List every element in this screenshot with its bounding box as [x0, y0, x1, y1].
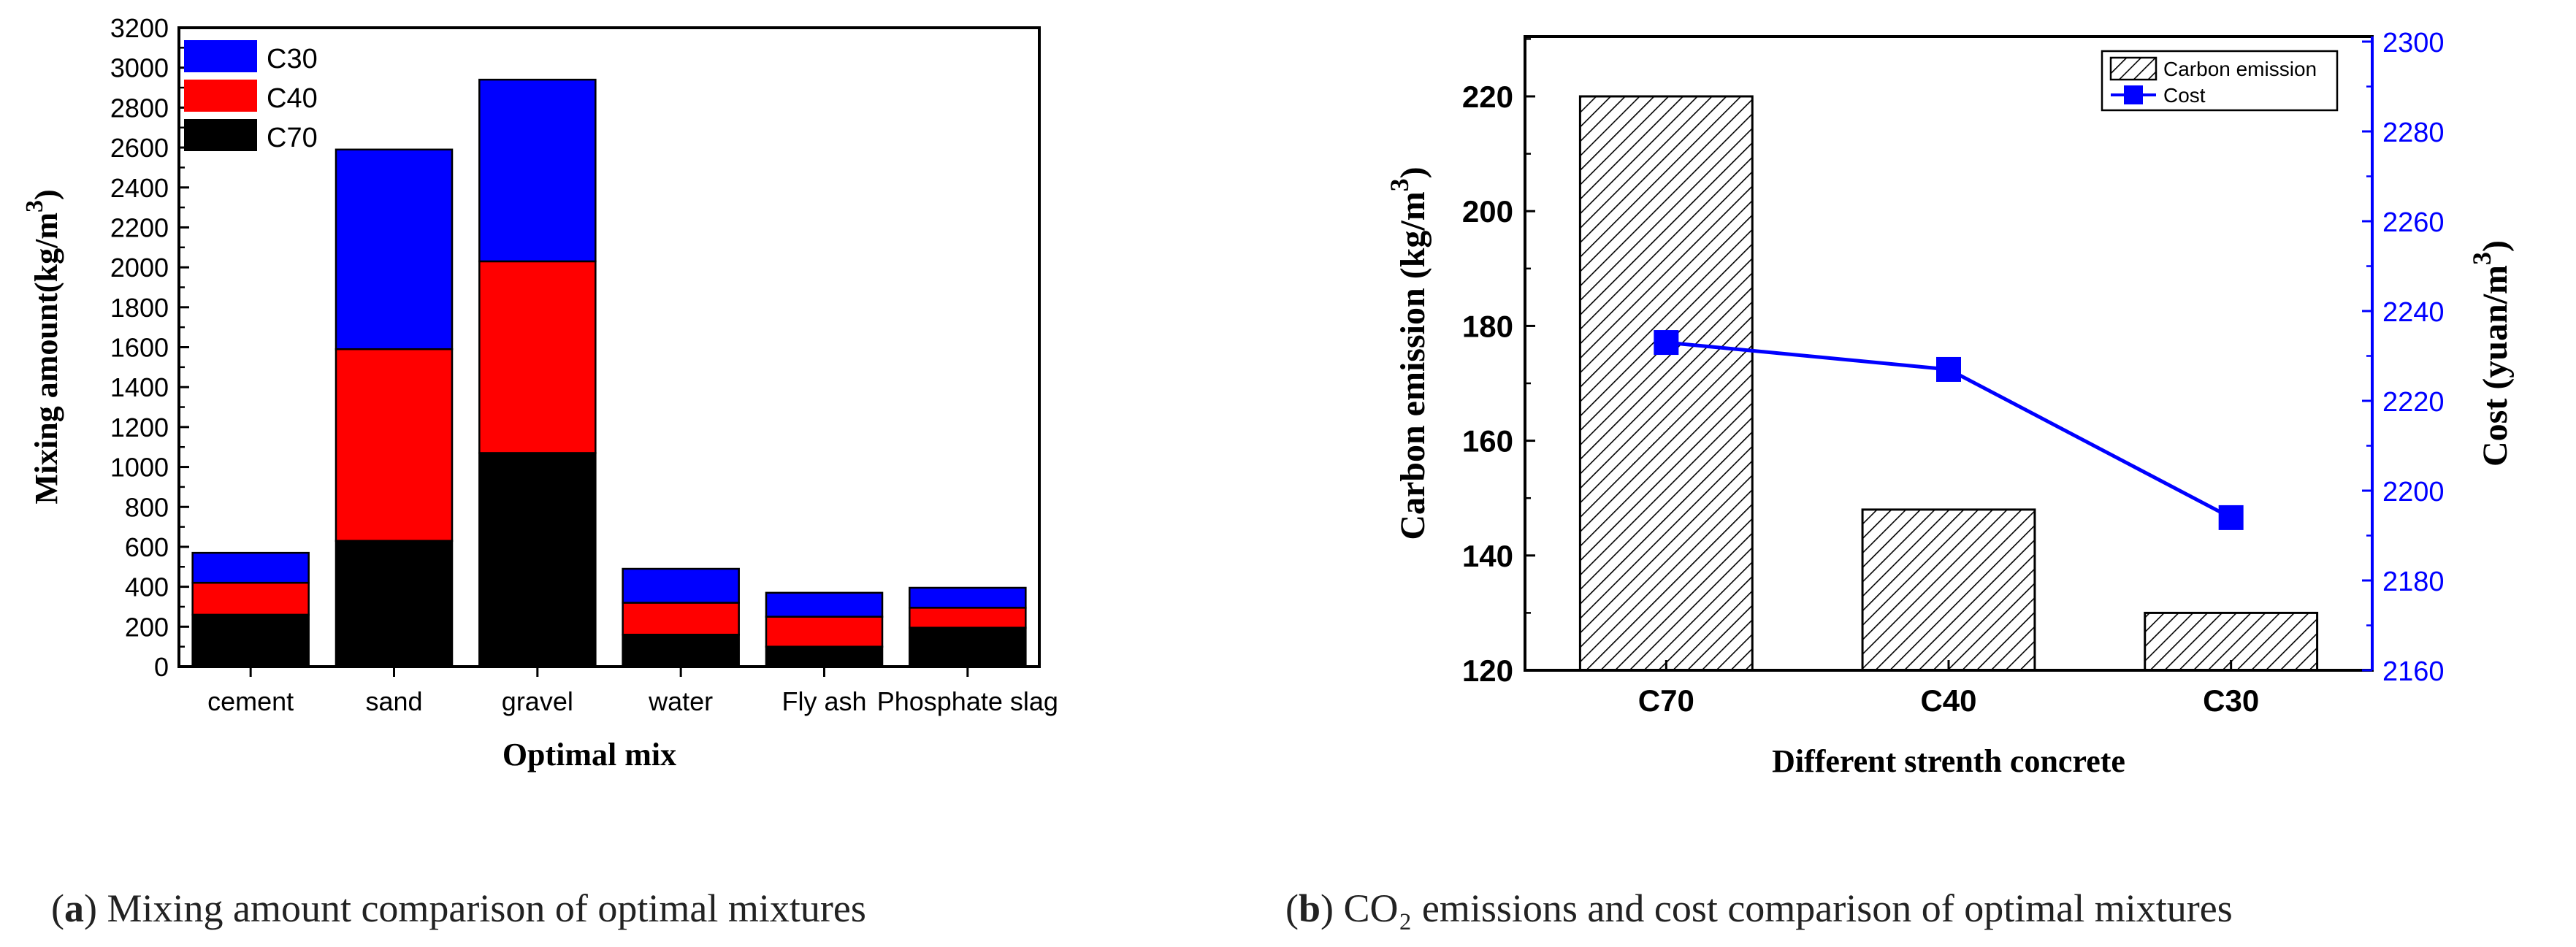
x-label-sand: sand	[365, 686, 422, 716]
chart-b-left-tick-label: 200	[1462, 194, 1513, 229]
chart-b-x-axis: C70 C40 C30	[1638, 660, 2259, 718]
cost-marker-c70	[1654, 330, 1679, 356]
bar-sand-c40	[335, 348, 454, 542]
chart-a-y-tick-label: 3200	[110, 13, 169, 43]
chart-b-left-tick-label: 220	[1462, 80, 1513, 114]
bar-water-c30	[622, 567, 740, 604]
legend-swatch-carbon-emission	[2109, 56, 2158, 81]
bar-phosphate-slag-c40	[909, 607, 1027, 629]
chart-b-left-axis: 120 140 160 180 200 220	[1462, 38, 1535, 688]
x-label-c70: C70	[1638, 683, 1694, 718]
chart-a-y-tick-label: 400	[125, 572, 169, 602]
legend-swatch-c70	[184, 119, 257, 151]
legend-swatch-c30	[184, 40, 257, 72]
chart-a-y-tick-label: 600	[125, 532, 169, 562]
chart-b-left-axis-title: Carbon emission (kg/m3)	[1385, 166, 1432, 540]
legend-label-carbon-emission: Carbon emission	[2163, 58, 2317, 80]
chart-a-y-axis-title: Mixing amount(kg/m3)	[21, 189, 64, 504]
chart-a-y-tick-label: 2600	[110, 133, 169, 163]
x-label-c40: C40	[1920, 683, 1976, 718]
caption-a: (a) Mixing amount comparison of optimal …	[51, 886, 866, 930]
bar-sand-c70	[335, 540, 454, 668]
emission-bar-c40	[1861, 508, 2036, 672]
chart-b-legend: Carbon emission Cost	[2101, 50, 2339, 112]
chart-b-right-tick-label: 2180	[2382, 567, 2445, 597]
x-label-fly-ash: Fly ash	[781, 686, 866, 716]
bar-phosphate-slag-c30	[909, 586, 1027, 609]
chart-b-right-tick-label: 2280	[2382, 118, 2445, 148]
bar-fly-ash-c30	[765, 591, 884, 618]
chart-a-y-tick-label: 2800	[110, 93, 169, 123]
legend-marker-cost	[2124, 85, 2143, 104]
bar-fly-ash-c70	[765, 645, 884, 668]
bar-fly-ash-c40	[765, 616, 884, 648]
cost-markers	[1654, 330, 2244, 530]
bar-cement-c40	[191, 581, 310, 616]
chart-a-y-tick-label: 800	[125, 492, 169, 522]
bar-phosphate-slag-c70	[909, 626, 1027, 668]
chart-a: 0 200 400 600 800 1000 1200 1400 1600 1800 2000 220…	[21, 13, 1058, 772]
x-label-gravel: gravel	[502, 686, 573, 716]
cost-marker-c30	[2218, 505, 2244, 530]
legend-swatch-c40	[184, 80, 257, 112]
legend-label-c30: C30	[267, 44, 318, 74]
chart-b-x-axis-title: Different strenth concrete	[1772, 743, 2125, 779]
bar-cement-c30	[191, 551, 310, 584]
bar-gravel-c30	[478, 78, 597, 263]
chart-a-y-tick-label: 2400	[110, 173, 169, 203]
legend-label-cost: Cost	[2163, 84, 2206, 107]
x-label-c30: C30	[2203, 683, 2259, 718]
bar-cement-c70	[191, 613, 310, 668]
cost-marker-c40	[1936, 356, 1961, 382]
chart-b-right-axis: 2160 2180 2200 2220 2240 2260 2280 2300	[2362, 28, 2445, 687]
bar-sand-c30	[335, 148, 454, 350]
chart-b-right-axis-title: Cost (yuan/m3)	[2467, 240, 2515, 467]
legend-label-c40: C40	[267, 83, 318, 114]
chart-a-y-axis: 0 200 400 600 800 1000 1200 1400 1600 1800 2000 220…	[110, 13, 189, 682]
bar-water-c70	[622, 634, 740, 668]
chart-a-x-axis: cement sand gravel water Fly ash Phosphate sl…	[207, 667, 1058, 716]
x-label-water: water	[648, 686, 713, 716]
chart-a-legend: C30 C40 C70	[184, 40, 318, 153]
chart-b-right-tick-label: 2260	[2382, 207, 2445, 238]
chart-b-right-tick-label: 2300	[2382, 28, 2445, 58]
x-label-cement: cement	[207, 686, 294, 716]
chart-a-y-tick-label: 0	[154, 652, 169, 682]
chart-a-y-tick-label: 1600	[110, 333, 169, 363]
chart-a-y-tick-label: 1200	[110, 413, 169, 442]
chart-b-bars	[1578, 95, 2319, 672]
chart-b-right-tick-label: 2160	[2382, 656, 2445, 687]
chart-b-left-tick-label: 180	[1462, 309, 1513, 343]
chart-a-y-tick-label: 200	[125, 612, 169, 642]
chart-a-y-tick-label: 1400	[110, 372, 169, 402]
caption-b: (b) CO₂ emissions and cost comparison of…	[1285, 886, 2233, 930]
chart-b-right-tick-label: 2240	[2382, 297, 2445, 328]
chart-a-y-tick-label: 3000	[110, 53, 169, 83]
chart-b-left-tick-label: 160	[1462, 424, 1513, 459]
chart-b-left-tick-label: 120	[1462, 653, 1513, 688]
chart-a-y-tick-label: 1800	[110, 293, 169, 323]
chart-a-y-tick-label: 2200	[110, 212, 169, 242]
x-label-phosphate-slag: Phosphate slag	[877, 686, 1058, 716]
bar-gravel-c40	[478, 260, 597, 454]
legend-label-c70: C70	[267, 123, 318, 153]
chart-a-y-tick-label: 1000	[110, 453, 169, 483]
chart-b-right-tick-label: 2220	[2382, 387, 2445, 418]
chart-b-right-tick-label: 2200	[2382, 477, 2445, 507]
chart-a-y-tick-label: 2000	[110, 253, 169, 283]
chart-a-bars	[191, 78, 1027, 668]
emission-bar-c70	[1578, 95, 1754, 672]
chart-a-x-axis-title: Optimal mix	[502, 737, 676, 772]
chart-b-left-tick-label: 140	[1462, 539, 1513, 573]
bar-water-c40	[622, 602, 740, 636]
bar-gravel-c70	[478, 452, 597, 668]
